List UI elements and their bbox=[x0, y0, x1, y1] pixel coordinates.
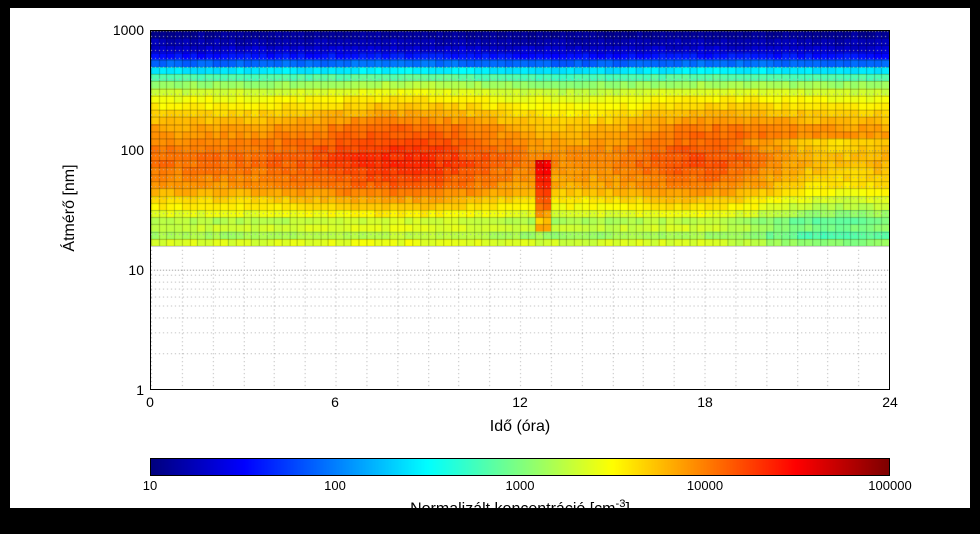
x-tick: 6 bbox=[331, 394, 339, 410]
heatmap-plot bbox=[150, 30, 890, 390]
y-tick: 100 bbox=[121, 142, 144, 158]
y-tick: 1 bbox=[136, 382, 144, 398]
x-tick: 0 bbox=[146, 394, 154, 410]
y-tick: 10 bbox=[128, 262, 144, 278]
x-axis-label: Idő (óra) bbox=[490, 418, 550, 436]
y-axis-label: Átmérő [nm] bbox=[61, 164, 79, 251]
colorbar-tick: 1000 bbox=[506, 478, 535, 493]
heatmap-canvas bbox=[151, 31, 889, 246]
x-tick: 18 bbox=[697, 394, 713, 410]
colorbar-label: Normalizált koncentráció [cm-3] bbox=[410, 498, 630, 518]
x-tick: 24 bbox=[882, 394, 898, 410]
colorbar-tick: 10 bbox=[143, 478, 157, 493]
colorbar-canvas bbox=[151, 459, 889, 475]
colorbar-tick: 100000 bbox=[868, 478, 911, 493]
y-tick: 1000 bbox=[113, 22, 144, 38]
x-tick: 12 bbox=[512, 394, 528, 410]
colorbar bbox=[150, 458, 890, 476]
colorbar-tick: 10000 bbox=[687, 478, 723, 493]
chart-panel: Átmérő [nm] Idő (óra) 1 10 100 1000 0 6 12 18 2… bbox=[10, 8, 970, 508]
colorbar-tick: 100 bbox=[324, 478, 346, 493]
